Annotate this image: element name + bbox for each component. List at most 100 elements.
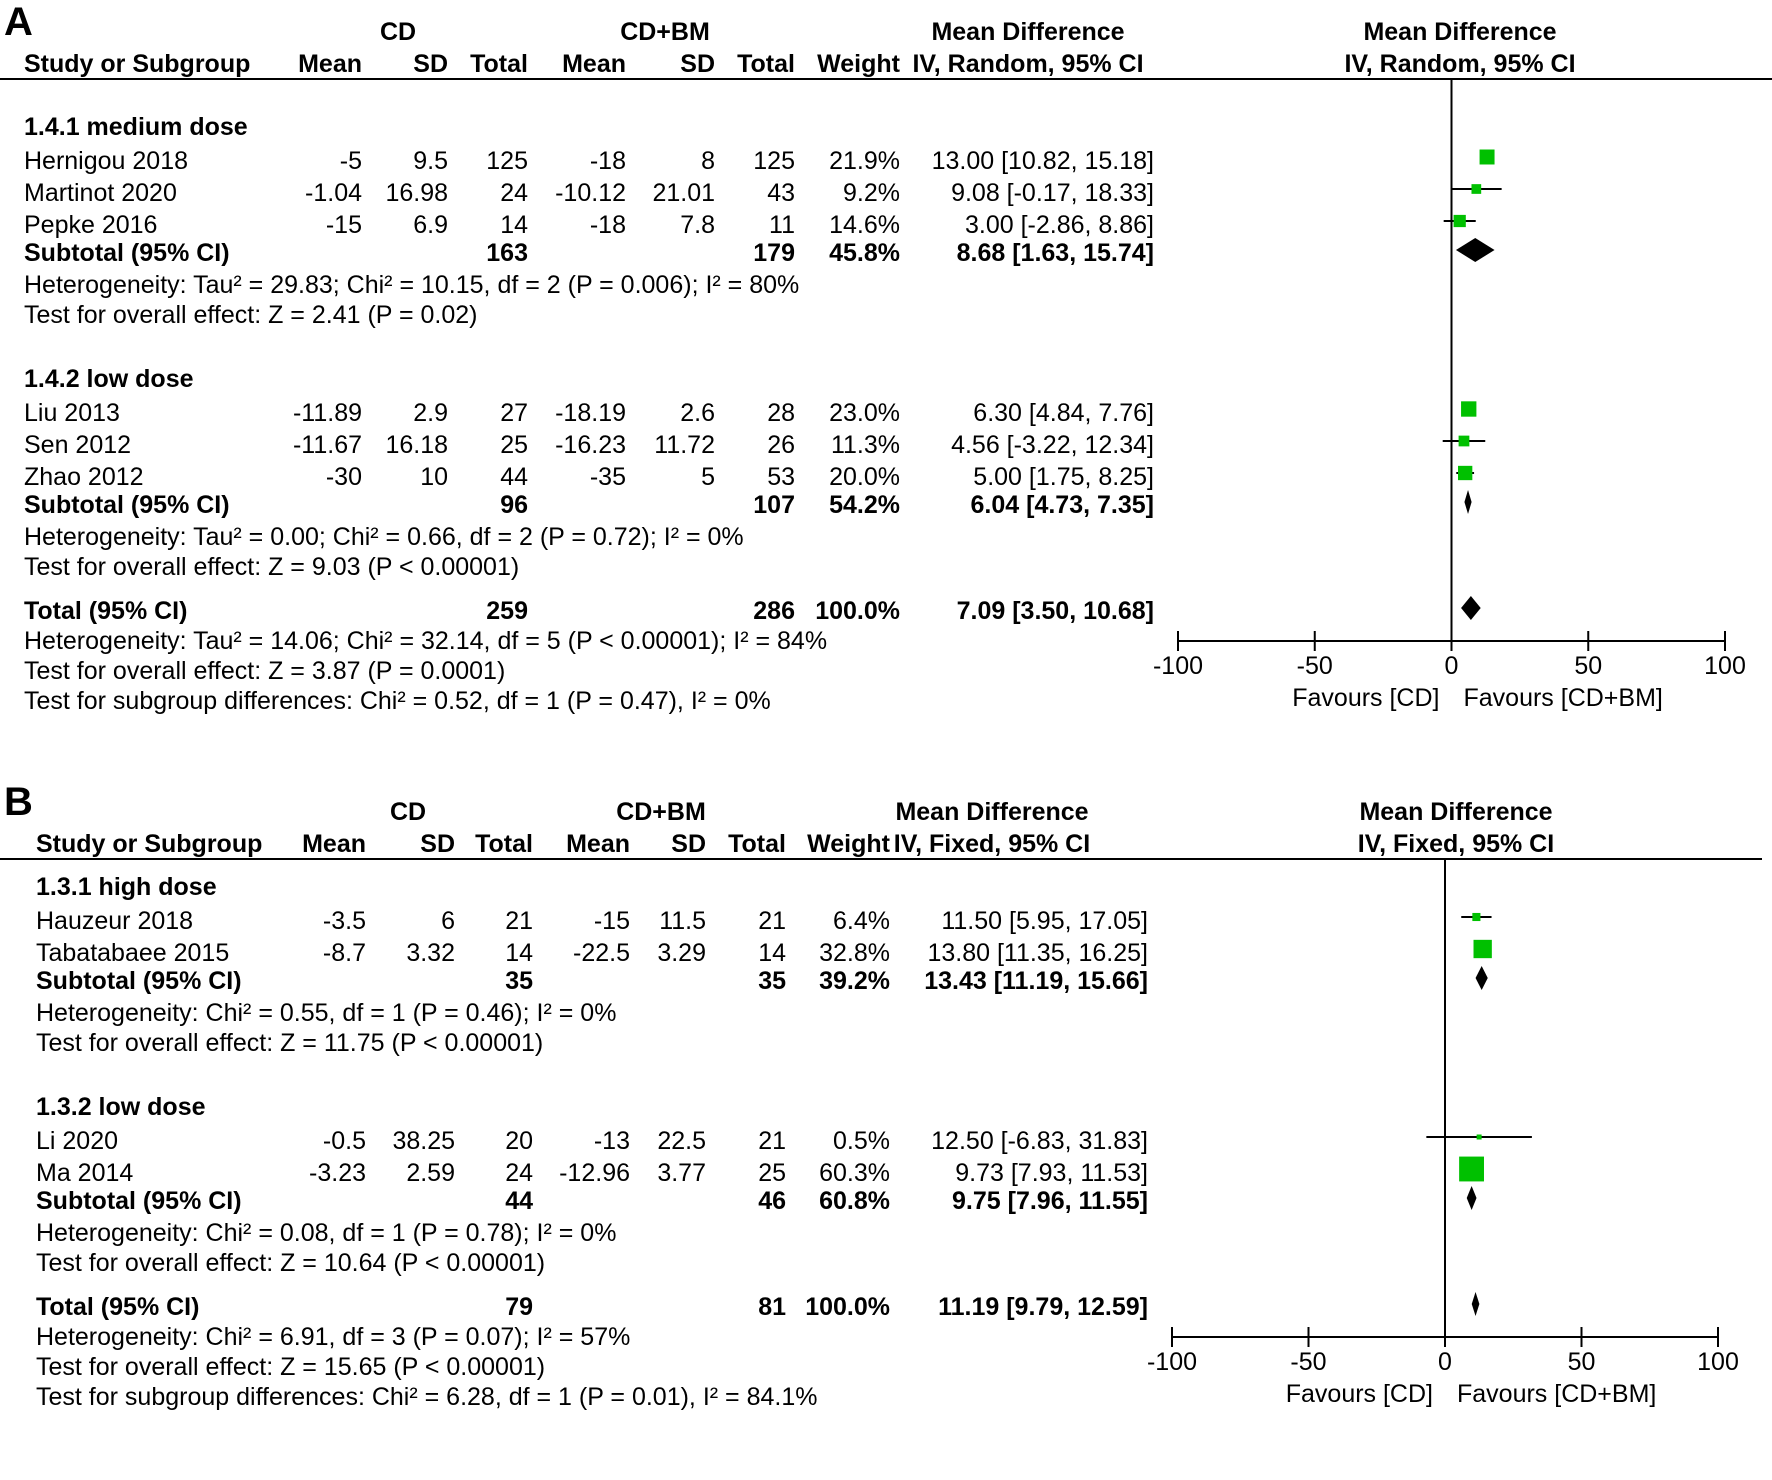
- footer-overall-effect: Test for overall effect: Z = 3.87 (P = 0…: [24, 656, 505, 686]
- study-marker: [1474, 940, 1492, 958]
- total-label: Total (95% CI): [36, 1292, 199, 1322]
- study-sd2: 3.29: [657, 938, 706, 968]
- study-total1: 44: [500, 462, 528, 492]
- study-total2: 21: [758, 906, 786, 936]
- study-weight: 9.2%: [843, 178, 900, 208]
- subtotal-total1: 35: [505, 966, 533, 996]
- study-weight: 14.6%: [829, 210, 900, 240]
- study-total2: 26: [767, 430, 795, 460]
- footer-heterogeneity: Heterogeneity: Tau² = 14.06; Chi² = 32.1…: [24, 626, 827, 656]
- study-name: Li 2020: [36, 1126, 118, 1156]
- footer-heterogeneity: Heterogeneity: Chi² = 6.91, df = 3 (P = …: [36, 1322, 630, 1352]
- subtotal-total1: 44: [505, 1186, 533, 1216]
- study-mean2: -18: [590, 210, 626, 240]
- subtotal-label: Subtotal (95% CI): [36, 966, 242, 996]
- study-mean2: -12.96: [559, 1158, 630, 1188]
- study-weight: 32.8%: [819, 938, 890, 968]
- study-ci: 6.30 [4.84, 7.76]: [973, 398, 1154, 428]
- study-weight: 20.0%: [829, 462, 900, 492]
- total-diamond: [1472, 1292, 1480, 1316]
- subgroup-title: 1.4.2 low dose: [24, 364, 194, 394]
- study-mean1: -0.5: [323, 1126, 366, 1156]
- study-mean2: -18: [590, 146, 626, 176]
- study-total2: 25: [758, 1158, 786, 1188]
- study-marker: [1458, 466, 1472, 480]
- subtotal-total2: 46: [758, 1186, 786, 1216]
- study-mean1: -3.23: [309, 1158, 366, 1188]
- study-sd2: 8: [701, 146, 715, 176]
- study-sd1: 2.9: [413, 398, 448, 428]
- study-ci: 4.56 [-3.22, 12.34]: [951, 430, 1154, 460]
- study-sd1: 3.32: [406, 938, 455, 968]
- study-weight: 60.3%: [819, 1158, 890, 1188]
- study-mean2: -16.23: [555, 430, 626, 460]
- study-mean1: -11.67: [293, 430, 362, 460]
- subtotal-weight: 39.2%: [819, 966, 890, 996]
- study-marker: [1461, 401, 1476, 416]
- study-total1: 24: [505, 1158, 533, 1188]
- study-total1: 25: [500, 430, 528, 460]
- study-name: Hauzeur 2018: [36, 906, 193, 936]
- subgroup-overall-effect: Test for overall effect: Z = 11.75 (P < …: [36, 1028, 543, 1058]
- subgroup-title: 1.3.1 high dose: [36, 872, 217, 902]
- study-total1: 14: [505, 938, 533, 968]
- study-total2: 43: [767, 178, 795, 208]
- study-name: Pepke 2016: [24, 210, 157, 240]
- study-total2: 14: [758, 938, 786, 968]
- subgroup-title: 1.3.2 low dose: [36, 1092, 206, 1122]
- subtotal-ci: 9.75 [7.96, 11.55]: [952, 1186, 1148, 1216]
- subtotal-total1: 163: [486, 238, 528, 268]
- subtotal-label: Subtotal (95% CI): [24, 238, 230, 268]
- study-weight: 0.5%: [833, 1126, 890, 1156]
- study-mean2: -18.19: [555, 398, 626, 428]
- forest-plot-graphic: [0, 0, 1772, 700]
- study-name: Tabatabaee 2015: [36, 938, 229, 968]
- subtotal-total2: 35: [758, 966, 786, 996]
- subtotal-diamond: [1467, 1186, 1477, 1210]
- footer-overall-effect: Test for overall effect: Z = 15.65 (P < …: [36, 1352, 545, 1382]
- subtotal-weight: 60.8%: [819, 1186, 890, 1216]
- study-total2: 125: [753, 146, 795, 176]
- study-total1: 20: [505, 1126, 533, 1156]
- favours-left-label: Favours [CD]: [1292, 683, 1439, 713]
- total-ci: 7.09 [3.50, 10.68]: [957, 596, 1154, 626]
- study-mean2: -10.12: [555, 178, 626, 208]
- study-sd1: 9.5: [413, 146, 448, 176]
- study-ci: 11.50 [5.95, 17.05]: [941, 906, 1148, 936]
- subgroup-heterogeneity: Heterogeneity: Tau² = 29.83; Chi² = 10.1…: [24, 270, 799, 300]
- study-sd1: 16.18: [385, 430, 448, 460]
- subtotal-weight: 45.8%: [829, 238, 900, 268]
- total-weight: 100.0%: [805, 1292, 890, 1322]
- study-weight: 6.4%: [833, 906, 890, 936]
- subtotal-label: Subtotal (95% CI): [24, 490, 230, 520]
- total-total1: 259: [486, 596, 528, 626]
- study-total1: 24: [500, 178, 528, 208]
- study-name: Martinot 2020: [24, 178, 177, 208]
- study-marker: [1459, 1157, 1484, 1182]
- study-weight: 21.9%: [829, 146, 900, 176]
- study-mean2: -35: [590, 462, 626, 492]
- subtotal-diamond: [1456, 238, 1495, 262]
- subgroup-heterogeneity: Heterogeneity: Chi² = 0.08, df = 1 (P = …: [36, 1218, 616, 1248]
- study-sd1: 6: [441, 906, 455, 936]
- subgroup-overall-effect: Test for overall effect: Z = 2.41 (P = 0…: [24, 300, 477, 330]
- study-name: Zhao 2012: [24, 462, 144, 492]
- total-ci: 11.19 [9.79, 12.59]: [938, 1292, 1148, 1322]
- study-mean1: -11.89: [293, 398, 362, 428]
- subtotal-weight: 54.2%: [829, 490, 900, 520]
- subtotal-diamond: [1476, 966, 1488, 990]
- study-weight: 23.0%: [829, 398, 900, 428]
- total-total2: 286: [753, 596, 795, 626]
- study-mean1: -15: [326, 210, 362, 240]
- study-mean1: -30: [326, 462, 362, 492]
- subgroup-heterogeneity: Heterogeneity: Chi² = 0.55, df = 1 (P = …: [36, 998, 616, 1028]
- study-name: Hernigou 2018: [24, 146, 188, 176]
- study-total1: 125: [486, 146, 528, 176]
- study-marker: [1471, 184, 1481, 194]
- subtotal-ci: 13.43 [11.19, 15.66]: [924, 966, 1148, 996]
- study-sd2: 5: [701, 462, 715, 492]
- subtotal-ci: 6.04 [4.73, 7.35]: [971, 490, 1154, 520]
- x-tick-label: 100: [1525, 651, 1772, 681]
- favours-right-label: Favours [CD+BM]: [1457, 1379, 1656, 1409]
